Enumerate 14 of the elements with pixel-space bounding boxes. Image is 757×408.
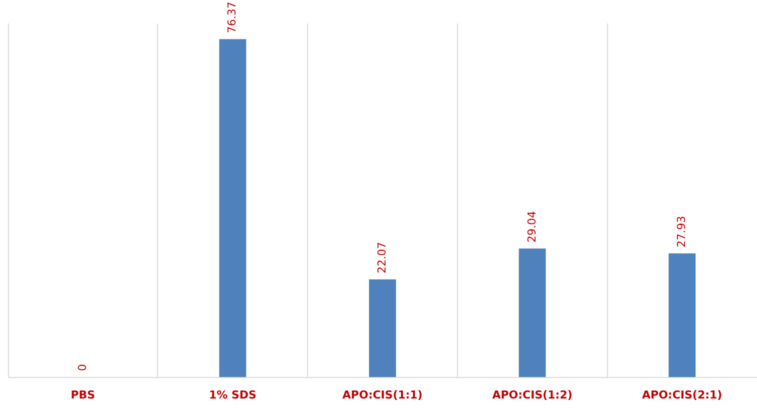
x-tick-label: 1% SDS — [208, 388, 257, 402]
x-tick-label: APO:CIS(1:2) — [492, 388, 572, 402]
bar — [369, 279, 396, 377]
bar — [518, 248, 546, 377]
data-label: 27.93 — [675, 216, 688, 248]
data-label: 0 — [76, 364, 89, 371]
data-label: 29.04 — [525, 211, 538, 242]
x-tick-label: APO:CIS(1:1) — [342, 388, 423, 402]
data-label: 22.07 — [376, 242, 388, 274]
x-tick-label: APO:CIS(2:1) — [642, 388, 722, 402]
data-label: 76.37 — [226, 2, 239, 34]
bar — [219, 39, 246, 377]
x-tick-label: PBS — [70, 388, 96, 402]
bar — [668, 253, 696, 377]
